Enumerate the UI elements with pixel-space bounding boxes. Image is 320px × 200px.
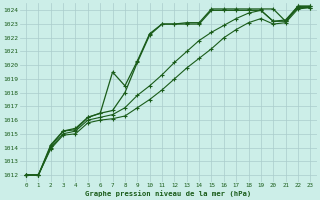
- X-axis label: Graphe pression niveau de la mer (hPa): Graphe pression niveau de la mer (hPa): [85, 190, 251, 197]
